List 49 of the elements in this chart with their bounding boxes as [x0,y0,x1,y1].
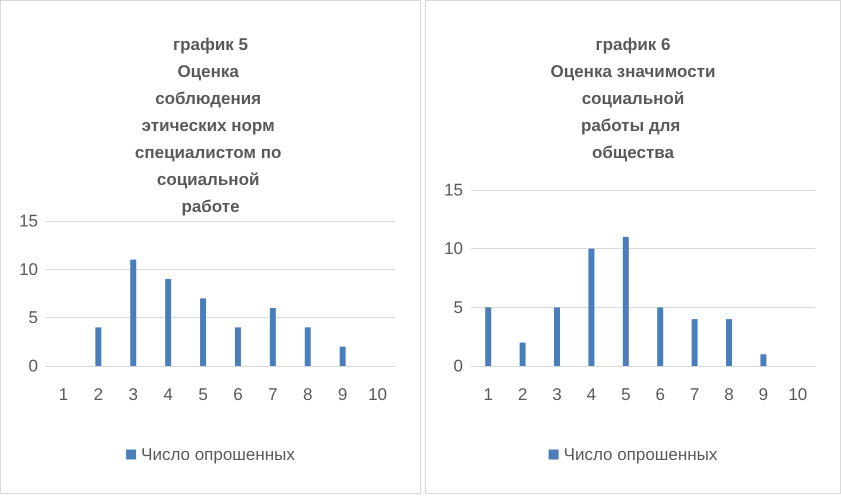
chart-title: график 5 Оценка соблюдения этических норм специалистом по социальной работе [134,35,286,216]
x-tick-label: 5 [198,385,208,404]
x-tick-label: 10 [788,385,808,404]
x-tick-label: 10 [368,385,388,404]
legend-label: Число опрошенных [141,445,296,464]
bar [726,319,732,366]
bar [340,346,346,366]
bar [304,327,311,366]
x-tick-label: 9 [338,385,348,404]
x-tick-label: 2 [94,385,104,404]
legend-label: Число опрошенных [564,445,718,464]
y-tick-label: 10 [444,239,463,258]
y-tick-label: 15 [19,212,38,230]
bar [130,260,136,366]
x-tick-label: 2 [518,385,528,404]
y-tick-label: 5 [28,308,38,328]
x-tick-label: 9 [758,385,768,404]
x-tick-label: 1 [58,385,68,404]
bar [588,248,594,366]
bar [270,308,276,366]
bar [554,307,560,366]
y-tick-label: 5 [454,298,463,317]
x-tick-label: 3 [128,385,138,404]
bar [165,279,172,366]
x-tick-label: 1 [483,385,493,404]
y-tick-label: 0 [454,356,463,376]
bar [95,327,102,366]
y-tick-label: 0 [28,356,38,376]
x-tick-label: 8 [303,385,312,404]
x-tick-label: 6 [233,385,243,404]
chart-title: график 6 Оценка значимости социальной работы для общества [550,35,716,162]
x-tick-label: 7 [268,385,278,404]
x-tick-label: 8 [724,385,734,404]
y-tick-label: 10 [19,260,38,279]
x-tick-label: 3 [552,385,562,404]
x-tick-label: 4 [163,385,173,404]
bar [760,354,766,366]
bar [622,236,629,366]
x-tick-label: 6 [655,385,665,404]
bar [520,342,526,366]
bar [692,319,698,366]
bar [234,327,241,366]
x-tick-label: 7 [690,385,700,404]
bar [657,307,664,366]
x-tick-label: 5 [621,385,631,404]
bar [200,298,206,366]
bar [485,307,492,366]
y-tick-label: 15 [444,180,463,200]
x-tick-label: 4 [586,385,596,404]
